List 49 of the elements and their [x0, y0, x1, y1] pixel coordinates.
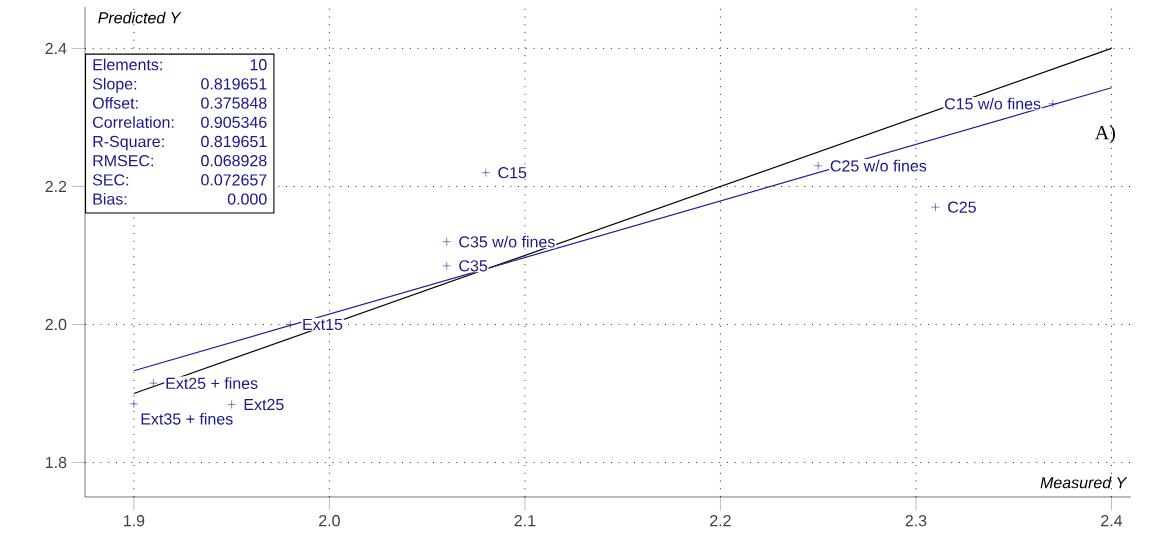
point — [813, 161, 823, 171]
x-tick-label: 2.4 — [1101, 515, 1123, 527]
annotation: C25 — [948, 201, 976, 213]
point — [442, 261, 451, 271]
point — [149, 378, 158, 388]
annotation: 0.000 — [227, 193, 267, 205]
annotation: C25 w/o fines — [830, 159, 927, 172]
point — [481, 168, 491, 177]
annotation: Ext25 — [244, 398, 284, 411]
annotation: Ext15 — [303, 318, 343, 331]
x-tick-label: 2.2 — [710, 515, 731, 527]
x-axis-title: Measured Y — [1040, 476, 1128, 489]
annotation: 0.819651 — [201, 135, 267, 148]
annotation: 10 — [250, 59, 267, 71]
x-tick-label: 2.3 — [905, 515, 927, 527]
annotation: 0.068928 — [201, 155, 267, 167]
annotation: 0.905346 — [201, 116, 267, 128]
point — [286, 320, 295, 329]
x-tick-label: 2.0 — [319, 515, 340, 527]
annotation: C15 w/o fines — [944, 97, 1041, 110]
annotation: Correlation: — [93, 116, 174, 128]
annotation: Ext25 + fines — [166, 377, 258, 389]
annotation: RMSEC: — [93, 155, 153, 167]
annotation: Slope: — [92, 77, 137, 93]
annotation: C35 — [459, 260, 488, 272]
annotation: C35 w/o fines — [459, 235, 555, 248]
annotation: 0.375848 — [201, 97, 267, 109]
annotation: Ext35 + fines — [141, 412, 233, 425]
y-tick-label: 2.2 — [45, 180, 67, 193]
annotation: 0.072657 — [201, 174, 267, 186]
x-tick-label: 1.9 — [123, 515, 145, 527]
y-axis-title: Predicted Y — [98, 11, 182, 24]
point — [227, 400, 236, 409]
y-tick-label: 2.0 — [45, 318, 67, 331]
x-tick-label: 2.1 — [514, 515, 536, 527]
annotation: SEC: — [92, 174, 129, 186]
annotation: R-Square: — [93, 135, 164, 151]
point — [442, 237, 451, 246]
annotation: Bias: — [93, 193, 127, 205]
annotation: C15 — [498, 166, 527, 179]
annotation: Elements: — [93, 58, 162, 71]
y-tick-label: 2.4 — [45, 42, 67, 54]
point — [129, 399, 139, 409]
annotation: Offset: — [92, 97, 138, 109]
annotation: 0.819651 — [201, 78, 267, 90]
y-tick-label: 1.8 — [45, 456, 67, 469]
point — [1048, 99, 1058, 108]
annotation: A) — [1094, 125, 1115, 144]
point — [931, 202, 940, 212]
